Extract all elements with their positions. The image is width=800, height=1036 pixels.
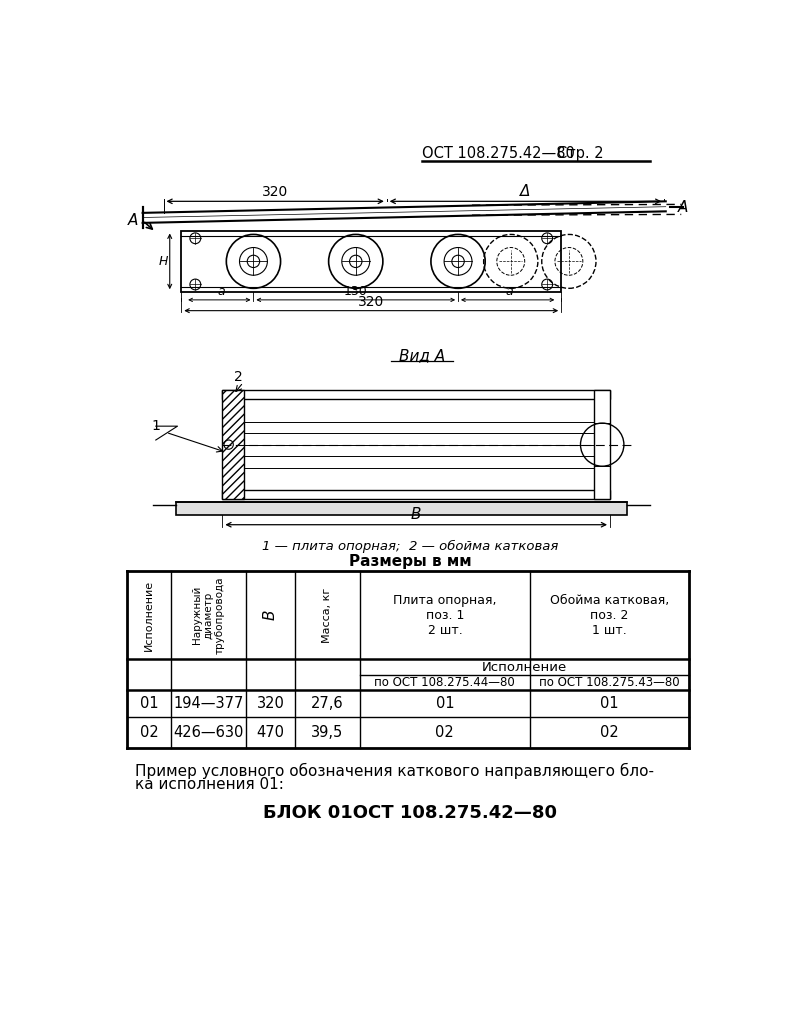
Text: Δ: Δ <box>520 184 530 199</box>
Text: 02: 02 <box>600 725 619 740</box>
Text: 01: 01 <box>600 696 619 712</box>
Text: по ОСТ 108.275.44—80: по ОСТ 108.275.44—80 <box>374 677 515 689</box>
Text: B: B <box>411 508 422 522</box>
Text: H: H <box>159 255 168 268</box>
Text: 39,5: 39,5 <box>311 725 343 740</box>
Text: Исполнение: Исполнение <box>144 579 154 651</box>
Text: 470: 470 <box>257 725 285 740</box>
Text: 02: 02 <box>140 725 158 740</box>
Text: 27,6: 27,6 <box>311 696 344 712</box>
Bar <box>222 390 244 499</box>
Text: Наружный
диаметр
трубопровода: Наружный диаметр трубопровода <box>192 576 225 654</box>
Text: 1: 1 <box>151 420 160 433</box>
Text: Размеры в мм: Размеры в мм <box>349 554 471 569</box>
Text: B: B <box>263 610 278 621</box>
Text: БЛОК 01ОСТ 108.275.42—80: БЛОК 01ОСТ 108.275.42—80 <box>263 805 557 823</box>
Text: 320: 320 <box>358 295 384 309</box>
Text: Исполнение: Исполнение <box>482 661 567 673</box>
Bar <box>222 490 610 499</box>
Bar <box>182 231 561 292</box>
Text: 01: 01 <box>435 696 454 712</box>
Text: A: A <box>678 200 688 215</box>
Text: 130: 130 <box>344 285 368 298</box>
Text: 194—377: 194—377 <box>174 696 244 712</box>
Bar <box>594 390 610 499</box>
Text: 320: 320 <box>262 185 288 199</box>
Text: 02: 02 <box>435 725 454 740</box>
Text: Вид А: Вид А <box>398 348 445 363</box>
Text: 320: 320 <box>257 696 285 712</box>
Text: a: a <box>217 285 225 298</box>
Text: ка исполнения 01:: ка исполнения 01: <box>135 777 284 793</box>
Text: a: a <box>506 285 513 298</box>
Text: Пример условного обозначения каткового направляющего бло-: Пример условного обозначения каткового н… <box>135 764 654 779</box>
Text: 426—630: 426—630 <box>174 725 244 740</box>
Text: Плита опорная,
поз. 1
2 шт.: Плита опорная, поз. 1 2 шт. <box>393 594 497 637</box>
Text: ОСТ 108.275.42—80: ОСТ 108.275.42—80 <box>422 146 574 161</box>
Text: Стр. 2: Стр. 2 <box>558 146 604 161</box>
Text: 01: 01 <box>140 696 158 712</box>
Text: по ОСТ 108.275.43—80: по ОСТ 108.275.43—80 <box>539 677 680 689</box>
Text: Масса, кг: Масса, кг <box>322 587 333 642</box>
Text: 2: 2 <box>234 370 242 384</box>
Text: Обойма катковая,
поз. 2
1 шт.: Обойма катковая, поз. 2 1 шт. <box>550 594 669 637</box>
Bar <box>176 501 627 515</box>
Text: 1 — плита опорная;  2 — обойма катковая: 1 — плита опорная; 2 — обойма катковая <box>262 540 558 553</box>
Text: A: A <box>128 213 138 228</box>
Bar <box>222 390 610 399</box>
